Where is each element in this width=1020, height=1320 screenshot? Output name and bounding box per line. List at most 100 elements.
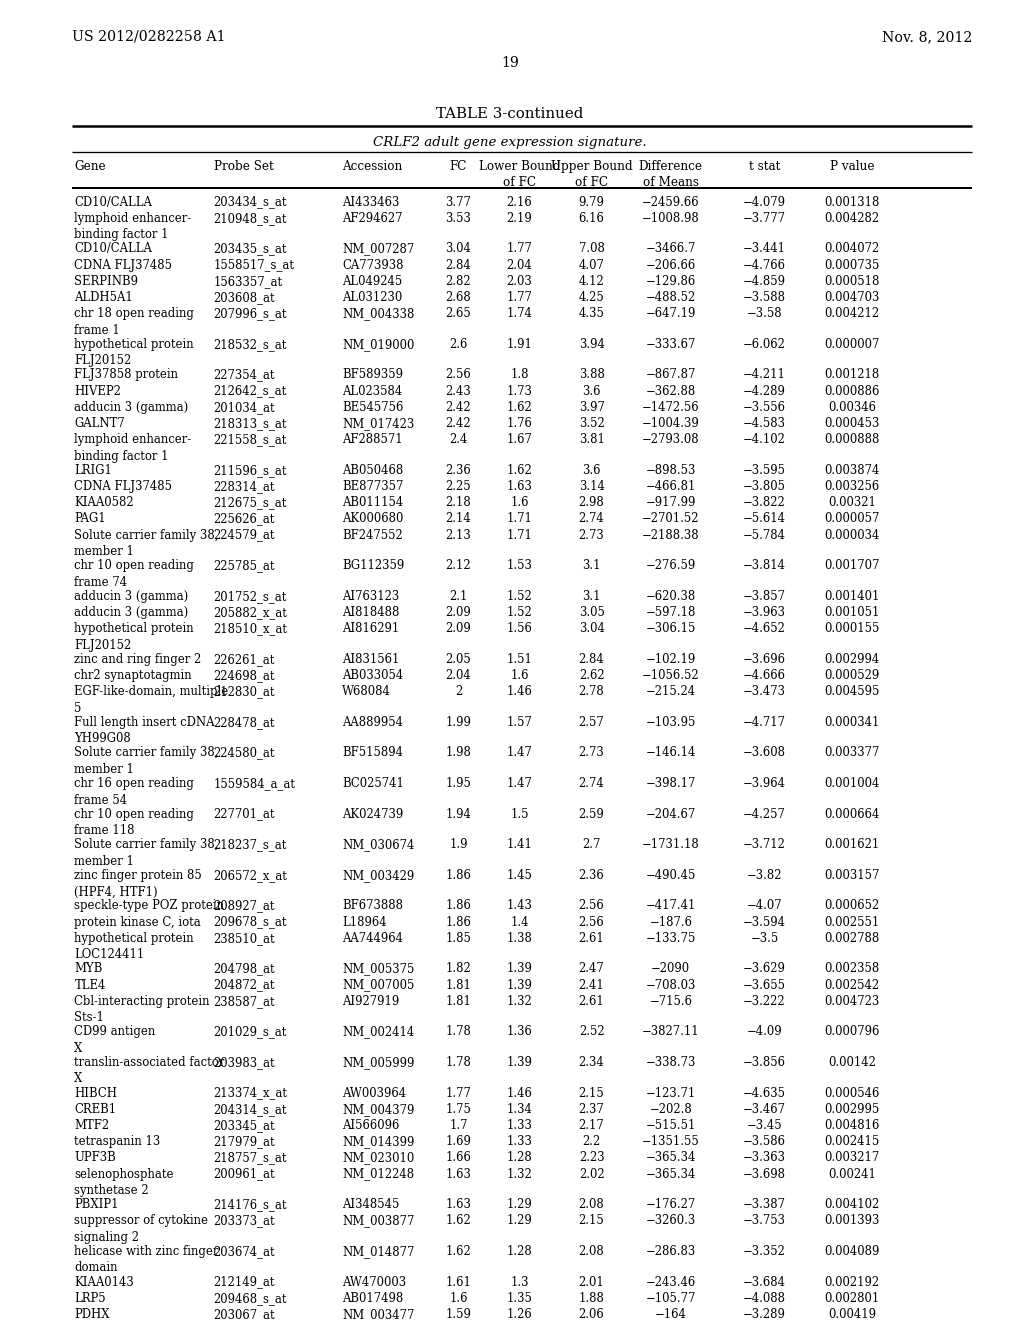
Text: −4.09: −4.09 — [747, 1026, 782, 1039]
Text: 2.2: 2.2 — [582, 1135, 601, 1148]
Text: BG112359: BG112359 — [342, 560, 404, 572]
Text: 204872_at: 204872_at — [213, 978, 275, 991]
Text: CDNA FLJ37485: CDNA FLJ37485 — [74, 259, 172, 272]
Text: adducin 3 (gamma): adducin 3 (gamma) — [74, 606, 189, 619]
Text: 225785_at: 225785_at — [213, 560, 275, 572]
Text: 1.41: 1.41 — [507, 838, 532, 851]
Text: −3.857: −3.857 — [743, 590, 785, 603]
Text: −3.698: −3.698 — [743, 1168, 785, 1180]
Text: −187.6: −187.6 — [650, 916, 693, 928]
Text: 1.71: 1.71 — [507, 528, 532, 541]
Text: NM_012248: NM_012248 — [342, 1168, 414, 1180]
Text: −102.19: −102.19 — [646, 653, 696, 665]
Text: 7.08: 7.08 — [578, 243, 605, 255]
Text: HIVEP2: HIVEP2 — [74, 384, 121, 397]
Text: 0.000886: 0.000886 — [824, 384, 879, 397]
Text: −133.75: −133.75 — [646, 932, 696, 945]
Text: NM_002414: NM_002414 — [342, 1026, 414, 1039]
Text: 1.77: 1.77 — [507, 290, 532, 304]
Text: 0.004723: 0.004723 — [824, 995, 879, 1007]
Text: 201752_s_at: 201752_s_at — [213, 590, 287, 603]
Text: 2.14: 2.14 — [446, 512, 471, 525]
Text: −4.635: −4.635 — [743, 1086, 785, 1100]
Text: CD99 antigen
X: CD99 antigen X — [74, 1026, 156, 1055]
Text: 1.9: 1.9 — [449, 838, 467, 851]
Text: −338.73: −338.73 — [646, 1056, 696, 1069]
Text: selenophosphate
synthetase 2: selenophosphate synthetase 2 — [74, 1168, 173, 1197]
Text: 218237_s_at: 218237_s_at — [213, 838, 287, 851]
Text: 0.001051: 0.001051 — [824, 606, 879, 619]
Text: 0.000796: 0.000796 — [824, 1026, 879, 1039]
Text: 204314_s_at: 204314_s_at — [213, 1102, 287, 1115]
Text: 1.46: 1.46 — [507, 1086, 532, 1100]
Text: 0.002358: 0.002358 — [824, 962, 879, 975]
Text: AI816291: AI816291 — [342, 622, 399, 635]
Text: −3827.11: −3827.11 — [642, 1026, 700, 1039]
Text: 1559584_a_at: 1559584_a_at — [213, 777, 296, 789]
Text: 203608_at: 203608_at — [213, 290, 275, 304]
Text: 2.04: 2.04 — [446, 669, 471, 682]
Text: −490.45: −490.45 — [646, 869, 696, 882]
Text: 1.76: 1.76 — [507, 417, 532, 430]
Text: 206572_x_at: 206572_x_at — [213, 869, 288, 882]
Text: −4.289: −4.289 — [743, 384, 785, 397]
Text: hypothetical protein
FLJ20152: hypothetical protein FLJ20152 — [74, 338, 194, 367]
Text: 2.98: 2.98 — [578, 496, 605, 510]
Text: 19: 19 — [501, 57, 519, 70]
Text: AA889954: AA889954 — [342, 715, 403, 729]
Text: 1.36: 1.36 — [507, 1026, 532, 1039]
Text: 3.53: 3.53 — [446, 211, 471, 224]
Text: 1.95: 1.95 — [446, 777, 471, 789]
Text: BE877357: BE877357 — [342, 480, 403, 492]
Text: 2.36: 2.36 — [446, 463, 471, 477]
Text: MYB: MYB — [74, 962, 103, 975]
Text: CRLF2 adult gene expression signature.: CRLF2 adult gene expression signature. — [373, 136, 647, 149]
Text: 0.004816: 0.004816 — [824, 1119, 879, 1133]
Text: 238510_at: 238510_at — [213, 932, 275, 945]
Text: −1056.52: −1056.52 — [642, 669, 700, 682]
Text: Upper Bound
of FC: Upper Bound of FC — [551, 160, 632, 189]
Text: 0.00241: 0.00241 — [828, 1168, 876, 1180]
Text: 227701_at: 227701_at — [213, 808, 275, 821]
Text: 1.86: 1.86 — [446, 899, 471, 912]
Text: −3.696: −3.696 — [743, 653, 785, 665]
Text: 2.25: 2.25 — [446, 480, 471, 492]
Text: 1.63: 1.63 — [507, 480, 532, 492]
Text: −3.595: −3.595 — [743, 463, 785, 477]
Text: 3.77: 3.77 — [446, 195, 471, 209]
Text: 1.67: 1.67 — [507, 433, 532, 446]
Text: 2.61: 2.61 — [578, 995, 605, 1007]
Text: −4.859: −4.859 — [743, 275, 785, 288]
Text: lymphoid enhancer-
binding factor 1: lymphoid enhancer- binding factor 1 — [74, 433, 192, 463]
Text: 2.82: 2.82 — [446, 275, 471, 288]
Text: 226261_at: 226261_at — [213, 653, 275, 665]
Text: KIAA0582: KIAA0582 — [74, 496, 134, 510]
Text: 1.5: 1.5 — [510, 808, 528, 821]
Text: 2.36: 2.36 — [578, 869, 605, 882]
Text: translin-associated factor
X: translin-associated factor X — [74, 1056, 224, 1085]
Text: 205882_x_at: 205882_x_at — [213, 606, 288, 619]
Text: AA744964: AA744964 — [342, 932, 403, 945]
Text: 1.28: 1.28 — [507, 1245, 532, 1258]
Text: −105.77: −105.77 — [646, 1292, 696, 1304]
Text: BF515894: BF515894 — [342, 746, 403, 759]
Text: 2.61: 2.61 — [578, 932, 605, 945]
Text: 3.94: 3.94 — [578, 338, 605, 351]
Text: AW003964: AW003964 — [342, 1086, 406, 1100]
Text: 1.62: 1.62 — [507, 401, 532, 413]
Text: adducin 3 (gamma): adducin 3 (gamma) — [74, 590, 189, 603]
Text: 1.29: 1.29 — [507, 1199, 532, 1212]
Text: AF294627: AF294627 — [342, 211, 403, 224]
Text: −3.753: −3.753 — [743, 1214, 785, 1228]
Text: −3.594: −3.594 — [743, 916, 785, 928]
Text: −3.58: −3.58 — [747, 308, 782, 321]
Text: 0.000155: 0.000155 — [824, 622, 879, 635]
Text: lymphoid enhancer-
binding factor 1: lymphoid enhancer- binding factor 1 — [74, 211, 192, 242]
Text: −3.222: −3.222 — [744, 995, 785, 1007]
Text: 2.59: 2.59 — [578, 808, 605, 821]
Text: BF247552: BF247552 — [342, 528, 403, 541]
Text: 2.05: 2.05 — [446, 653, 471, 665]
Text: −1004.39: −1004.39 — [642, 417, 700, 430]
Text: −202.8: −202.8 — [650, 1102, 693, 1115]
Text: US 2012/0282258 A1: US 2012/0282258 A1 — [72, 30, 225, 44]
